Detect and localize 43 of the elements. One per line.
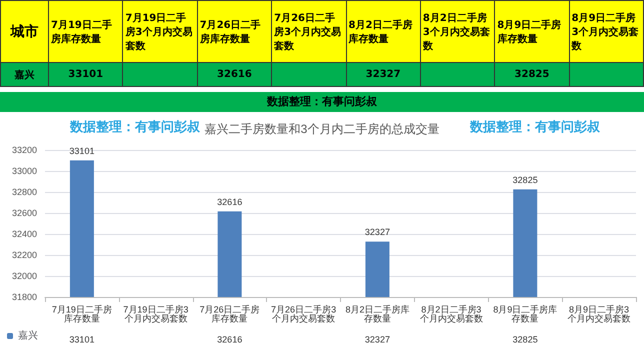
data-label: 32327 bbox=[364, 68, 402, 82]
y-tick-label: 32000 bbox=[12, 271, 37, 281]
text: 32616 bbox=[217, 196, 242, 207]
y-tick-label: 32400 bbox=[12, 229, 37, 239]
text: 数据整理：有事问彭叔 bbox=[470, 119, 600, 136]
category-label: 8月2日二手房3个月内交易套数 bbox=[422, 12, 490, 52]
category-label: 7月19日二手房3个月内交易套数 bbox=[125, 12, 192, 52]
text: 嘉兴 bbox=[14, 70, 34, 80]
y-tick-label: 33000 bbox=[12, 166, 37, 176]
text: 32327 bbox=[364, 334, 390, 344]
category-label: 8月9日二手房库存数量 bbox=[497, 20, 562, 44]
x-tick-label: 7月26日二手房3 个月内交易套数 bbox=[271, 304, 336, 324]
x-tick-label: 8月9日二手房3 个月内交易套数 bbox=[568, 304, 631, 324]
x-tick-label: 7月19日二手房3 个月内交易套数 bbox=[123, 304, 188, 324]
data-label: 33101 bbox=[67, 68, 104, 82]
data-label: 32825 bbox=[514, 68, 550, 82]
text: 32825 bbox=[512, 334, 538, 344]
text: 32327 bbox=[364, 227, 390, 238]
x-tick-label: 7月19日二手房 库存数量 bbox=[52, 304, 112, 324]
category-label: 8月2日二手房库存数量 bbox=[348, 20, 412, 44]
text: 32616 bbox=[217, 334, 242, 344]
legend-label: 嘉兴 bbox=[18, 330, 38, 342]
y-tick-label: 32600 bbox=[12, 208, 37, 218]
category-label: 7月19日二手房库存数量 bbox=[51, 20, 112, 44]
data-label: 32616 bbox=[216, 68, 253, 82]
x-tick-label: 7月26日二手房 库存数量 bbox=[200, 304, 260, 324]
text: 33101 bbox=[69, 334, 94, 344]
text: 数据整理：有事问彭叔 bbox=[70, 119, 200, 136]
y-tick-label: 32200 bbox=[12, 250, 37, 260]
text: 33101 bbox=[69, 146, 94, 156]
y-tick-label: 31800 bbox=[12, 292, 37, 302]
text: 城市 bbox=[9, 22, 40, 42]
y-tick-label: 32800 bbox=[12, 187, 37, 197]
y-tick-label: 33200 bbox=[12, 145, 37, 155]
x-tick-label: 8月2日二手房库 存数量 bbox=[345, 304, 410, 324]
category-label: 7月26日二手房3个月内交易套数 bbox=[274, 12, 342, 52]
x-tick-label: 8月9日二手房库 存数量 bbox=[493, 304, 558, 324]
chart-title: 嘉兴二手房数量和3个月内二手房的总成交量 bbox=[204, 122, 440, 136]
text: 数据整理：有事问彭叔 bbox=[0, 92, 644, 112]
text: 32825 bbox=[512, 174, 538, 185]
x-tick-label: 8月2日二手房3 个月内交易套数 bbox=[420, 304, 483, 324]
category-label: 8月9日二手房3个月内交易套数 bbox=[572, 12, 639, 52]
category-label: 7月26日二手房库存数量 bbox=[200, 20, 261, 44]
